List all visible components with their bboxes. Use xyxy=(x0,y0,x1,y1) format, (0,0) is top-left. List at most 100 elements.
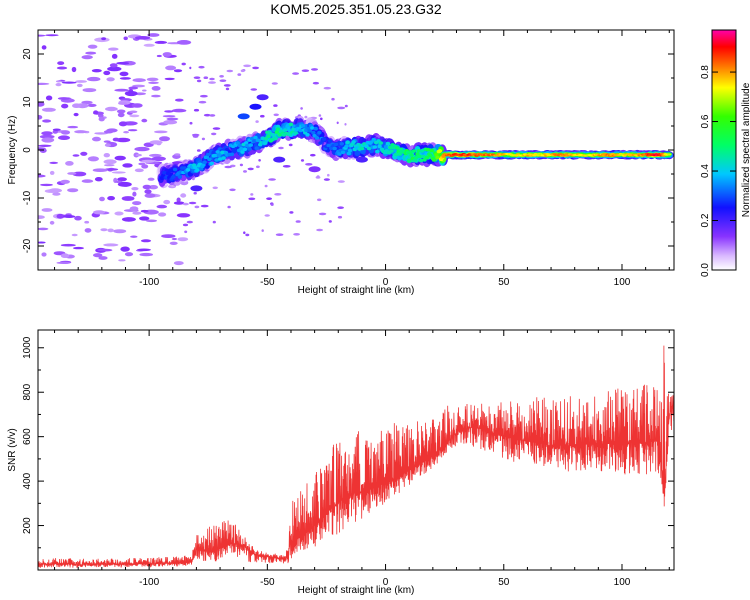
heatmap-cell xyxy=(227,205,231,209)
heatmap-cell xyxy=(667,153,672,156)
heatmap-cell xyxy=(434,153,439,157)
heatmap-cell xyxy=(182,202,189,206)
colorbar-tick-label: 0.4 xyxy=(700,164,711,178)
heatmap-cell xyxy=(163,199,171,205)
heatmap-cell xyxy=(132,201,142,206)
heatmap-cell xyxy=(249,103,262,110)
heatmap-cell xyxy=(177,175,183,179)
heatmap-cell xyxy=(198,100,207,104)
x-tick-label: -50 xyxy=(260,577,275,588)
heatmap-cell xyxy=(81,55,93,60)
heatmap-cell xyxy=(395,146,400,150)
heatmap-cell xyxy=(242,147,248,152)
heatmap-cell xyxy=(49,161,59,164)
heatmap-cell xyxy=(154,40,168,44)
heatmap-cell xyxy=(264,214,270,217)
heatmap-cell xyxy=(41,137,55,143)
heatmap-cell xyxy=(415,152,420,156)
heatmap-cell xyxy=(173,261,184,266)
heatmap-cell xyxy=(41,252,47,257)
heatmap-cell xyxy=(72,154,80,157)
heatmap-cell xyxy=(337,180,345,183)
colorbar-tick-label: 0.6 xyxy=(700,114,711,128)
heatmap-cell xyxy=(212,220,216,224)
heatmap-cell xyxy=(122,163,133,168)
heatmap-cell xyxy=(200,94,208,98)
heatmap-cell xyxy=(237,143,243,148)
heatmap-cell xyxy=(182,223,189,227)
heatmap-cell xyxy=(189,121,193,125)
heatmap-cell xyxy=(253,135,258,140)
heatmap-cell xyxy=(109,63,118,68)
heatmap-cell xyxy=(435,155,440,160)
heatmap-cell xyxy=(52,192,61,196)
heatmap-cell xyxy=(359,146,365,151)
heatmap-cell xyxy=(104,168,119,171)
heatmap-cell xyxy=(107,66,122,72)
heatmap-cell xyxy=(414,155,419,160)
snr-line xyxy=(38,345,674,568)
heatmap-cell xyxy=(104,164,115,167)
heatmap-cell xyxy=(58,135,70,140)
heatmap-cell xyxy=(300,159,305,162)
heatmap-cell xyxy=(141,118,148,123)
heatmap-cell xyxy=(318,212,327,216)
heatmap-cell xyxy=(331,97,335,101)
heatmap-cell xyxy=(142,89,147,92)
heatmap-cell xyxy=(318,141,323,145)
heatmap-cell xyxy=(271,82,278,85)
heatmap-cell xyxy=(337,152,342,156)
colorbar-frame xyxy=(711,29,737,271)
heatmap-cell xyxy=(119,77,131,80)
heatmap-cell xyxy=(203,113,211,117)
y-tick-label: 600 xyxy=(22,428,33,445)
heatmap-cell xyxy=(219,79,227,82)
heatmap-cell xyxy=(121,217,136,222)
heatmap-cell xyxy=(307,128,313,133)
heatmap-cell xyxy=(156,204,168,209)
heatmap-cell xyxy=(428,153,433,158)
heatmap-cell xyxy=(186,220,193,224)
heatmap-cell xyxy=(411,149,417,153)
heatmap-cell xyxy=(75,80,88,83)
heatmap-cell xyxy=(273,104,278,107)
heatmap-cell xyxy=(71,66,77,73)
heatmap-cell xyxy=(119,71,129,77)
heatmap-cell xyxy=(311,68,318,71)
figure-title: KOM5.2025.351.05.23.G32 xyxy=(270,1,441,17)
heatmap-cell xyxy=(98,116,105,122)
heatmap-cell xyxy=(81,100,93,105)
heatmap-cell xyxy=(182,166,187,170)
heatmap-cell xyxy=(301,69,310,72)
heatmap-cell xyxy=(80,151,88,156)
heatmap-cell xyxy=(378,141,383,145)
heatmap-cell xyxy=(56,213,65,219)
heatmap-cell xyxy=(114,211,124,216)
heatmap-cell xyxy=(437,149,443,153)
heatmap-cell xyxy=(74,215,82,221)
y-tick-label: 1000 xyxy=(22,336,33,359)
heatmap-cell xyxy=(115,137,131,143)
heatmap-cell xyxy=(209,114,216,117)
heatmap-cell xyxy=(40,183,53,187)
heatmap-cell xyxy=(162,52,172,57)
heatmap-cell xyxy=(111,171,126,174)
heatmap-cell xyxy=(60,253,70,258)
heatmap-cell xyxy=(141,159,155,163)
snr-panel: -100 -50 0 50 100 200 400 600 800 1000 Height of … xyxy=(7,329,675,596)
heatmap-cell xyxy=(128,129,138,132)
snr-xlabel: Height of straight line (km) xyxy=(298,585,415,596)
heatmap-cell xyxy=(317,130,322,135)
heatmap-cell xyxy=(250,193,254,196)
heatmap-cell xyxy=(114,155,126,161)
heatmap-cell xyxy=(245,233,250,237)
heatmap-cell xyxy=(273,136,278,141)
heatmap-cell xyxy=(337,206,344,209)
heatmap-cell xyxy=(298,128,303,133)
x-tick-label: -50 xyxy=(260,277,275,288)
y-tick-label: 400 xyxy=(22,472,33,489)
heatmap-cell xyxy=(250,88,258,91)
heatmap-cell xyxy=(195,168,200,172)
heatmap-cell xyxy=(274,130,279,134)
heatmap-cell xyxy=(45,95,53,101)
